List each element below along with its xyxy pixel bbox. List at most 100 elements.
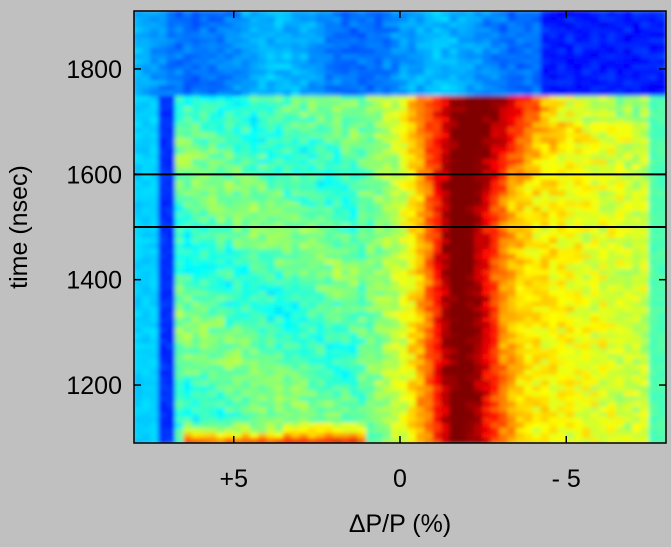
heatmap-cell — [208, 273, 218, 281]
heatmap-cell — [366, 147, 376, 154]
heatmap-cell — [341, 142, 351, 149]
heatmap-cell — [416, 310, 426, 318]
heatmap-cell — [150, 247, 160, 254]
heatmap-cell — [274, 115, 285, 123]
heatmap-cell — [150, 68, 160, 75]
heatmap-cell — [490, 110, 501, 117]
heatmap-cell — [532, 363, 542, 370]
heatmap-cell — [341, 279, 351, 286]
heatmap-cell — [391, 379, 401, 386]
heatmap-cell — [274, 358, 285, 365]
heatmap-cell — [474, 194, 484, 202]
heatmap-cell — [299, 168, 310, 175]
heatmap-cell — [208, 247, 218, 254]
heatmap-cell — [191, 152, 202, 160]
heatmap-cell — [208, 279, 218, 286]
heatmap-cell — [465, 268, 476, 276]
heatmap-cell — [166, 437, 177, 443]
heatmap-cell — [424, 184, 434, 191]
heatmap-cell — [241, 273, 251, 281]
heatmap-cell — [150, 358, 160, 365]
heatmap-cell — [233, 389, 243, 397]
heatmap-cell — [349, 358, 360, 365]
heatmap-cell — [174, 326, 185, 333]
heatmap-cell — [449, 284, 459, 291]
heatmap-cell — [407, 242, 418, 249]
heatmap-cell — [399, 136, 409, 144]
heatmap-cell — [233, 437, 243, 443]
heatmap-cell — [166, 331, 177, 339]
heatmap-cell — [440, 15, 451, 23]
heatmap-cell — [357, 263, 368, 270]
heatmap-cell — [598, 368, 609, 376]
heatmap-cell — [432, 68, 443, 75]
heatmap-cell — [299, 226, 310, 233]
heatmap-cell — [183, 36, 193, 44]
heatmap-cell — [316, 352, 326, 360]
heatmap-cell — [524, 363, 534, 370]
heatmap-cell — [565, 42, 576, 49]
heatmap-cell — [183, 31, 193, 38]
heatmap-cell — [416, 400, 426, 407]
heatmap-cell — [623, 226, 634, 233]
heatmap-cell — [174, 305, 185, 312]
heatmap-cell — [241, 210, 251, 218]
heatmap-cell — [299, 300, 310, 307]
heatmap-cell — [524, 252, 534, 260]
heatmap-cell — [565, 236, 576, 244]
heatmap-cell — [283, 20, 293, 28]
heatmap-cell — [208, 105, 218, 112]
heatmap-cell — [457, 342, 468, 349]
heatmap-cell — [507, 247, 517, 254]
heatmap-cell — [150, 131, 160, 139]
heatmap-cell — [540, 105, 551, 112]
heatmap-cell — [141, 400, 152, 407]
heatmap-cell — [515, 84, 526, 91]
heatmap-cell — [490, 268, 501, 276]
heatmap-cell — [432, 26, 443, 33]
heatmap-cell — [266, 273, 276, 281]
heatmap-cell — [540, 126, 551, 133]
heatmap-cell — [374, 210, 384, 218]
heatmap-cell — [241, 215, 251, 223]
heatmap-cell — [299, 268, 310, 276]
heatmap-cell — [366, 63, 376, 70]
heatmap-cell — [266, 358, 276, 365]
heatmap-cell — [623, 78, 634, 86]
heatmap-cell — [249, 31, 260, 38]
heatmap-cell — [549, 431, 559, 439]
heatmap-cell — [465, 331, 476, 339]
heatmap-cell — [532, 242, 542, 249]
heatmap-cell — [150, 194, 160, 202]
heatmap-cell — [507, 273, 517, 281]
heatmap-cell — [424, 157, 434, 165]
heatmap-cell — [582, 142, 592, 149]
heatmap-cell — [424, 205, 434, 212]
heatmap-cell — [565, 242, 576, 249]
heatmap-cell — [141, 99, 152, 107]
heatmap-cell — [607, 400, 617, 407]
heatmap-cell — [266, 252, 276, 260]
heatmap-cell — [191, 252, 202, 260]
heatmap-cell — [598, 121, 609, 128]
heatmap-cell — [382, 268, 393, 276]
heatmap-cell — [357, 189, 368, 196]
heatmap-cell — [382, 247, 393, 254]
heatmap-cell — [449, 431, 459, 439]
heatmap-cell — [341, 105, 351, 112]
heatmap-cell — [474, 347, 484, 355]
heatmap-cell — [324, 184, 335, 191]
heatmap-cell — [208, 368, 218, 376]
heatmap-cell — [183, 89, 193, 96]
heatmap-cell — [432, 78, 443, 86]
heatmap-cell — [490, 215, 501, 223]
heatmap-cell — [424, 315, 434, 323]
heatmap-cell — [224, 89, 235, 96]
heatmap-cell — [549, 20, 559, 28]
heatmap-cell — [134, 173, 143, 181]
heatmap-cell — [249, 11, 260, 17]
heatmap-cell — [150, 42, 160, 49]
heatmap-cell — [424, 147, 434, 154]
heatmap-cell — [465, 20, 476, 28]
heatmap-cell — [366, 236, 376, 244]
